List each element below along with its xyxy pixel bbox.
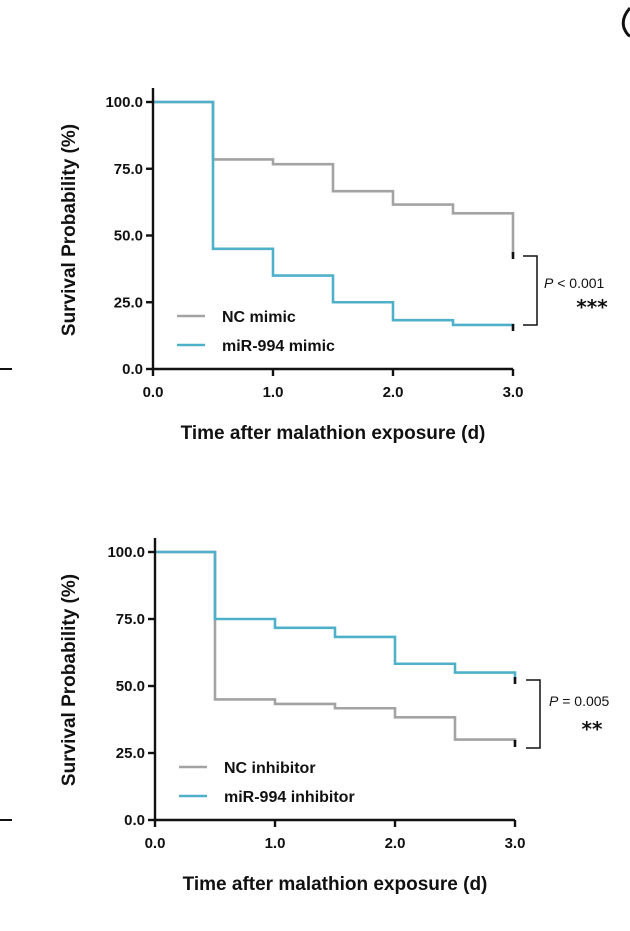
x-tick-label: 1.0	[263, 384, 284, 401]
series-line-nc-inhibitor	[155, 550, 517, 743]
significance-stars: ***	[576, 295, 608, 319]
x-axis-title: Time after malathion exposure (d)	[183, 874, 488, 895]
legend-label: NC mimic	[222, 309, 296, 326]
x-axis-title: Time after malathion exposure (d)	[181, 423, 486, 444]
y-tick-label: 25.0	[116, 745, 145, 762]
chart-panel-1: 0.0 25.0 50.0 75.0 100.0 0.0 1.0 2.0 3.0 Time aft…	[0, 88, 608, 444]
significance-bracket	[526, 679, 541, 749]
x-tick-label: 1.0	[265, 835, 286, 852]
legend-label: miR-994 mimic	[222, 338, 335, 355]
y-axis-title: Survival Probability (%)	[59, 574, 80, 786]
cropped-panel-letter	[621, 6, 630, 38]
y-tick-label: 100.0	[107, 544, 145, 561]
y-tick-label: 25.0	[114, 294, 143, 311]
legend-label: miR-994 inhibitor	[224, 789, 355, 806]
chart-panel-2: 0.0 25.0 50.0 75.0 100.0 0.0 1.0 2.0 3.0 Time aft…	[0, 538, 610, 895]
x-tick-label: 0.0	[143, 384, 164, 401]
legend-label: NC inhibitor	[224, 760, 316, 777]
y-tick-label: 50.0	[114, 228, 143, 245]
series-line-mir-994-mimic	[153, 100, 515, 327]
series-line-mir-994-inhibitor	[155, 550, 517, 680]
y-tick-label: 50.0	[116, 678, 145, 695]
p-value-label: P = 0.005	[549, 693, 610, 709]
x-tick-label: 2.0	[383, 384, 404, 401]
x-tick-label: 3.0	[505, 835, 526, 852]
significance-bracket	[523, 255, 538, 326]
y-tick-label: 0.0	[122, 361, 143, 378]
y-tick-label: 0.0	[124, 812, 145, 829]
y-tick-label: 75.0	[114, 161, 143, 178]
y-axis-title: Survival Probability (%)	[59, 124, 80, 336]
y-tick-label: 75.0	[116, 611, 145, 628]
x-tick-label: 3.0	[503, 384, 524, 401]
y-tick-label: 100.0	[105, 94, 143, 111]
p-value-label: P < 0.001	[544, 275, 605, 291]
series-line-nc-mimic	[153, 100, 515, 255]
x-tick-label: 0.0	[145, 835, 166, 852]
x-tick-label: 2.0	[385, 835, 406, 852]
significance-stars: **	[582, 717, 603, 741]
